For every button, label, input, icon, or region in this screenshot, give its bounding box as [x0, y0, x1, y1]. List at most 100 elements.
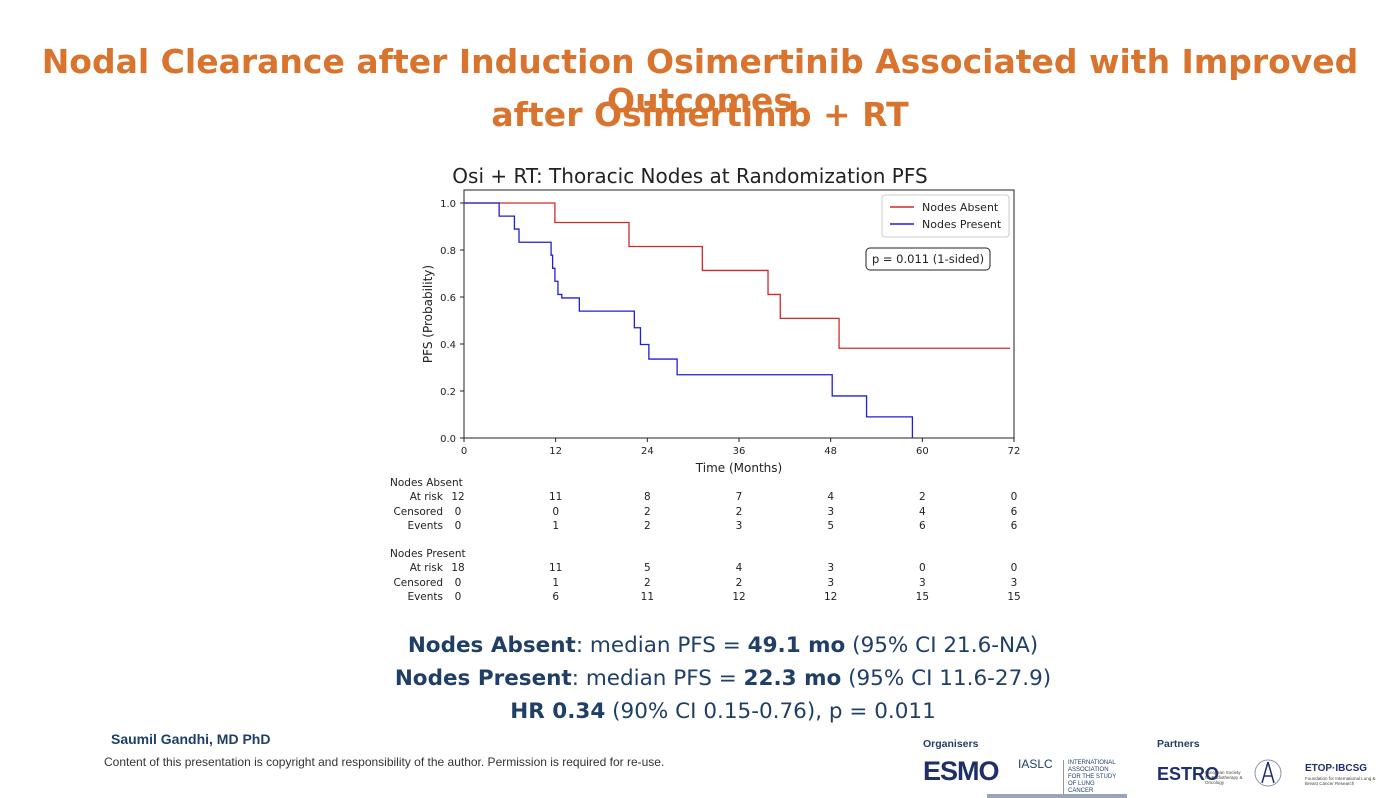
- risk-cell: 6: [552, 591, 559, 603]
- risk-group-title: Nodes Present: [390, 548, 466, 560]
- x-tick-label: 36: [733, 446, 746, 457]
- risk-cell: 0: [918, 562, 926, 574]
- risk-row-label: Events: [407, 591, 443, 603]
- society-emblem-icon: [1254, 759, 1282, 787]
- risk-cell: 0: [454, 576, 462, 589]
- y-tick-label: 0.4: [440, 340, 456, 351]
- risk-cell: 6: [1010, 505, 1018, 518]
- risk-cell: 3: [827, 562, 834, 574]
- risk-row-label: Censored: [393, 505, 443, 518]
- summary-mid-absent: : median PFS =: [575, 633, 748, 658]
- risk-cell: 2: [735, 576, 743, 589]
- risk-cell: 2: [643, 576, 651, 589]
- iaslc-logo: IASLC: [1018, 757, 1053, 771]
- p-value-annotation: p = 0.011 (1-sided): [865, 247, 991, 271]
- x-axis-ticks: 0 12 24 36 48 60 72: [461, 438, 1021, 457]
- x-tick-label: 0: [461, 446, 467, 457]
- author-name: Saumil Gandhi, MD PhD: [111, 731, 271, 747]
- x-tick-label: 48: [824, 446, 837, 457]
- etop-logo-subtitle: Foundation for International Lung & Brea…: [1305, 776, 1376, 786]
- y-axis-label: PFS (Probability): [421, 265, 435, 363]
- risk-cell: 11: [640, 591, 655, 603]
- summary-median-present: 22.3 mo: [743, 666, 842, 691]
- summary-ci-absent: (95% CI 21.6-NA): [845, 633, 1039, 658]
- estro-logo-subtitle: European Society for Radiotherapy & Onco…: [1205, 770, 1243, 785]
- risk-cell: 15: [1007, 591, 1021, 603]
- slide-title-line2: after Osimertinib + RT: [491, 95, 909, 134]
- risk-cell: 3: [827, 576, 834, 589]
- risk-cell: 5: [827, 520, 834, 532]
- summary-median-absent: 49.1 mo: [747, 633, 846, 658]
- summary-group-absent: Nodes Absent: [407, 633, 576, 658]
- risk-cell: 3: [827, 505, 834, 518]
- risk-cell: 4: [827, 491, 834, 503]
- risk-cell: 15: [915, 591, 930, 603]
- risk-cell: 3: [1010, 576, 1018, 589]
- risk-cell: 0: [552, 505, 559, 518]
- y-axis-ticks: 0.0 0.2 0.4 0.6 0.8 1.0: [440, 199, 464, 445]
- p-value-text: p = 0.011 (1-sided): [872, 252, 984, 266]
- summary-hazard-ratio: HR 0.34 (90% CI 0.15-0.76), p = 0.011: [0, 699, 1386, 724]
- legend: Nodes Absent Nodes Present: [881, 194, 1010, 238]
- risk-cell: 0: [454, 520, 462, 532]
- risk-cell: 0: [454, 591, 462, 603]
- legend-label-nodes-absent: Nodes Absent: [922, 201, 999, 214]
- risk-cell: 1: [552, 520, 559, 532]
- risk-cell: 18: [451, 562, 465, 574]
- risk-cell: 12: [732, 591, 746, 603]
- risk-cell: 2: [643, 505, 651, 518]
- risk-cell: 3: [735, 520, 743, 532]
- y-tick-label: 0.8: [440, 246, 456, 257]
- etop-ibcsg-logo: ETOP·IBCSG: [1305, 763, 1368, 774]
- risk-row-label: Censored: [393, 576, 443, 589]
- iaslc-logo-subtitle: INTERNATIONAL ASSOCIATION FOR THE STUDY …: [1063, 760, 1120, 795]
- bottom-accent-bar: [987, 794, 1127, 798]
- risk-cell: 8: [643, 491, 651, 503]
- summary-hr: HR 0.34: [510, 699, 606, 724]
- risk-cell: 3: [918, 576, 926, 589]
- risk-cell: 4: [735, 562, 743, 574]
- y-tick-label: 1.0: [440, 199, 456, 210]
- risk-cell: 1: [552, 576, 559, 589]
- km-chart: Osi + RT: Thoracic Nodes at Randomizatio…: [421, 164, 1021, 475]
- risk-cell: 2: [643, 520, 651, 532]
- summary-group-present: Nodes Present: [394, 666, 572, 691]
- risk-cell: 12: [451, 491, 465, 503]
- x-tick-label: 60: [916, 446, 929, 457]
- slide-title-line1: Nodal Clearance after Induction Osimerti…: [41, 42, 1359, 120]
- y-tick-label: 0.2: [440, 387, 456, 398]
- chart-title: Osi + RT: Thoracic Nodes at Randomizatio…: [452, 164, 927, 188]
- risk-cell: 6: [1010, 520, 1018, 532]
- risk-cell: 12: [823, 591, 838, 603]
- summary-ci-present: (95% CI 11.6-27.9): [841, 666, 1052, 691]
- series-line-nodes-absent: [464, 202, 1011, 349]
- x-tick-label: 72: [1008, 446, 1021, 457]
- x-axis-label: Time (Months): [695, 461, 782, 475]
- estro-logo: ESTRO: [1157, 764, 1220, 784]
- summary-nodes-present: Nodes Present: median PFS = 22.3 mo (95%…: [0, 666, 1386, 691]
- summary-hr-rest: (90% CI 0.15-0.76), p = 0.011: [605, 699, 936, 724]
- y-tick-label: 0.6: [440, 293, 456, 304]
- series-line-nodes-present: [464, 202, 914, 438]
- y-tick-label: 0.0: [440, 434, 456, 445]
- risk-row-label: At risk: [409, 562, 443, 574]
- summary-mid-present: : median PFS =: [571, 666, 744, 691]
- risk-cell: 0: [454, 505, 462, 518]
- risk-row-label: Events: [407, 520, 443, 532]
- risk-cell: 6: [918, 520, 926, 532]
- risk-cell: 4: [918, 505, 926, 518]
- risk-cell: 11: [548, 491, 563, 503]
- risk-group-title: Nodes Absent: [390, 477, 463, 489]
- x-tick-label: 12: [549, 446, 562, 457]
- risk-cell: 5: [643, 562, 651, 574]
- legend-label-nodes-present: Nodes Present: [922, 218, 1002, 231]
- risk-cell: 2: [735, 505, 743, 518]
- risk-cell: 2: [918, 491, 926, 503]
- partners-label: Partners: [1157, 738, 1200, 750]
- risk-cell: 0: [1010, 491, 1018, 503]
- risk-row-label: At risk: [409, 491, 443, 503]
- esmo-logo: ESMO: [923, 756, 1000, 786]
- risk-cell: 11: [548, 562, 563, 574]
- x-tick-label: 24: [641, 446, 654, 457]
- risk-cell: 0: [1010, 562, 1018, 574]
